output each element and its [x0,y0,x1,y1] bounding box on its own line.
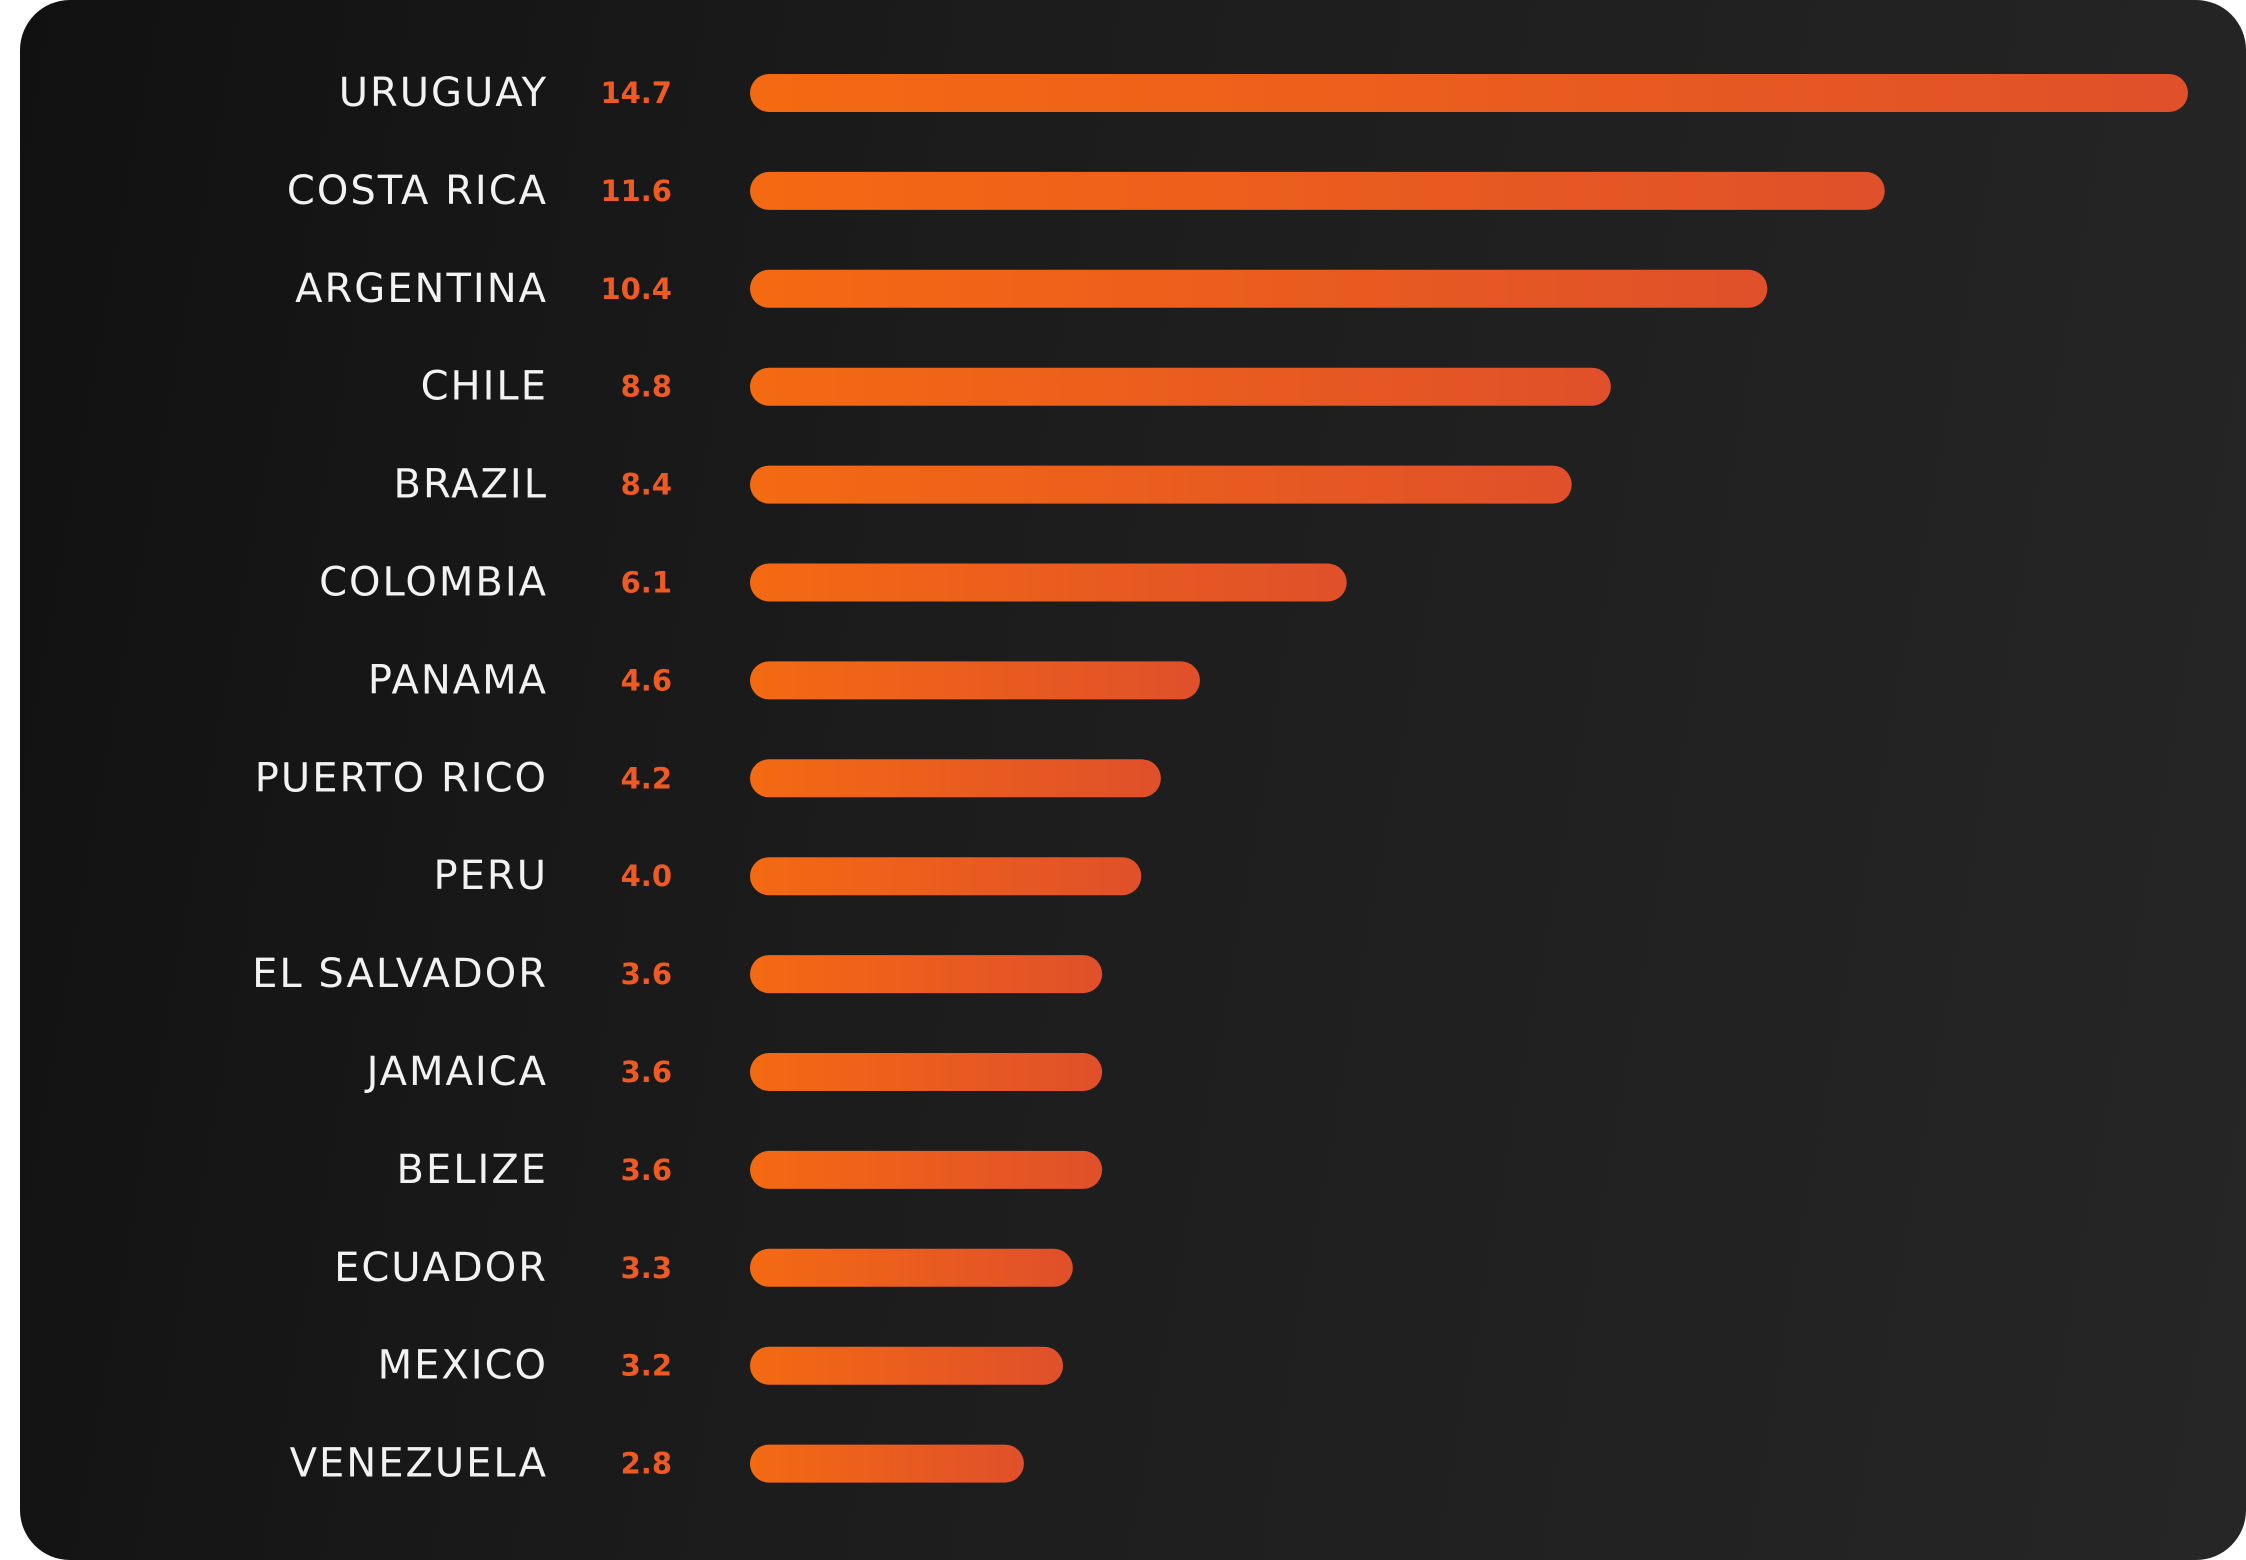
bar [750,1248,1073,1287]
value-label: 6.1 [621,566,672,600]
value-label: 3.2 [621,1349,672,1383]
category-label: COLOMBIA [319,560,548,606]
bar [750,1346,1064,1385]
bar [750,269,1768,308]
value-label: 3.6 [621,1153,672,1187]
bar [750,1444,1024,1483]
value-label: 3.3 [621,1251,672,1285]
category-label: VENEZUELA [290,1441,548,1487]
value-label: 3.6 [621,957,672,991]
category-label: PERU [434,853,548,899]
bar [750,955,1103,994]
value-label: 4.2 [621,761,672,795]
bar-row: URUGUAY 14.7 [339,70,2188,116]
value-label: 2.8 [621,1447,672,1481]
value-label: 8.8 [621,370,672,404]
bar-row: BELIZE 3.6 [397,1147,1103,1193]
bar-row: MEXICO 3.2 [378,1343,1064,1389]
value-label: 8.4 [621,468,672,502]
bar-row: PUERTO RICO 4.2 [255,755,1161,801]
bar-row: COLOMBIA 6.1 [319,560,1347,606]
category-label: PUERTO RICO [255,755,548,801]
value-label: 11.6 [600,174,672,208]
value-label: 10.4 [600,272,672,306]
category-label: BRAZIL [394,462,548,508]
category-label: ARGENTINA [295,266,548,312]
category-label: ECUADOR [334,1245,548,1291]
bar-row: PANAMA 4.6 [368,657,1200,703]
value-label: 3.6 [621,1055,672,1089]
bar [750,1053,1103,1091]
value-label: 4.6 [621,663,672,697]
category-label: BELIZE [397,1147,548,1193]
bar-row: COSTA RICA 11.6 [287,168,1885,214]
bar-rows: URUGUAY 14.7 COSTA RICA 11.6 ARGENTINA 10.4 CH… [252,70,2188,1487]
bar-row: PERU 4.0 [434,853,1142,899]
bar-row: CHILE 8.8 [421,364,1611,410]
bar [750,367,1611,406]
bar-chart: URUGUAY 14.7 COSTA RICA 11.6 ARGENTINA 10.4 CH… [252,70,2188,1487]
chart-panel: URUGUAY 14.7 COSTA RICA 11.6 ARGENTINA 10.4 CH… [20,0,2246,1560]
bar-row: BRAZIL 8.4 [394,462,1572,508]
bar-row: JAMAICA 3.6 [364,1049,1103,1095]
value-label: 4.0 [621,859,672,893]
category-label: URUGUAY [339,70,548,116]
category-label: CHILE [421,364,548,410]
bar [750,74,2188,112]
bar-row: ECUADOR 3.3 [334,1245,1073,1291]
category-label: PANAMA [368,657,548,703]
value-label: 14.7 [600,76,672,110]
bar [750,661,1200,700]
bar [750,171,1885,210]
category-label: JAMAICA [364,1049,548,1095]
bar-row: EL SALVADOR 3.6 [252,951,1103,997]
category-label: EL SALVADOR [252,951,548,997]
category-label: MEXICO [378,1343,548,1389]
bar [750,563,1347,602]
bar [750,465,1572,504]
bar-row: VENEZUELA 2.8 [290,1441,1024,1487]
bar [750,759,1161,798]
bar [750,857,1142,896]
bar-row: ARGENTINA 10.4 [295,266,1768,312]
category-label: COSTA RICA [287,168,548,214]
bar [750,1150,1103,1189]
